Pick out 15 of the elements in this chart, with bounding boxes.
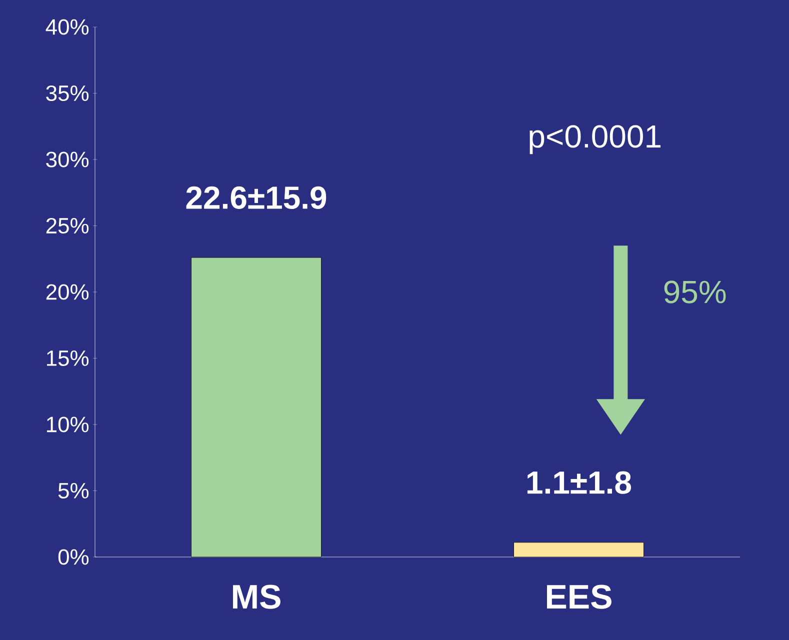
- y-tick-label: 35%: [46, 85, 89, 102]
- y-tick-label: 10%: [46, 416, 89, 432]
- y-tick-label: 20%: [46, 284, 89, 300]
- x-tick-label: EES: [547, 584, 612, 609]
- data-label: 1.1±1.8: [528, 471, 632, 494]
- y-tick-label: 30%: [46, 152, 89, 168]
- y-tick-label: 0%: [58, 549, 89, 565]
- y-tick-label: 5%: [58, 483, 89, 498]
- y-tick-label: 40%: [46, 19, 89, 35]
- annotation: p<0.0001: [530, 125, 660, 154]
- y-tick-label: 25%: [46, 218, 89, 234]
- x-tick-label: MS: [233, 584, 280, 609]
- y-tick-label: 15%: [46, 350, 89, 366]
- data-label: 22.6±15.9: [186, 186, 326, 210]
- annotation: 95%: [664, 280, 726, 304]
